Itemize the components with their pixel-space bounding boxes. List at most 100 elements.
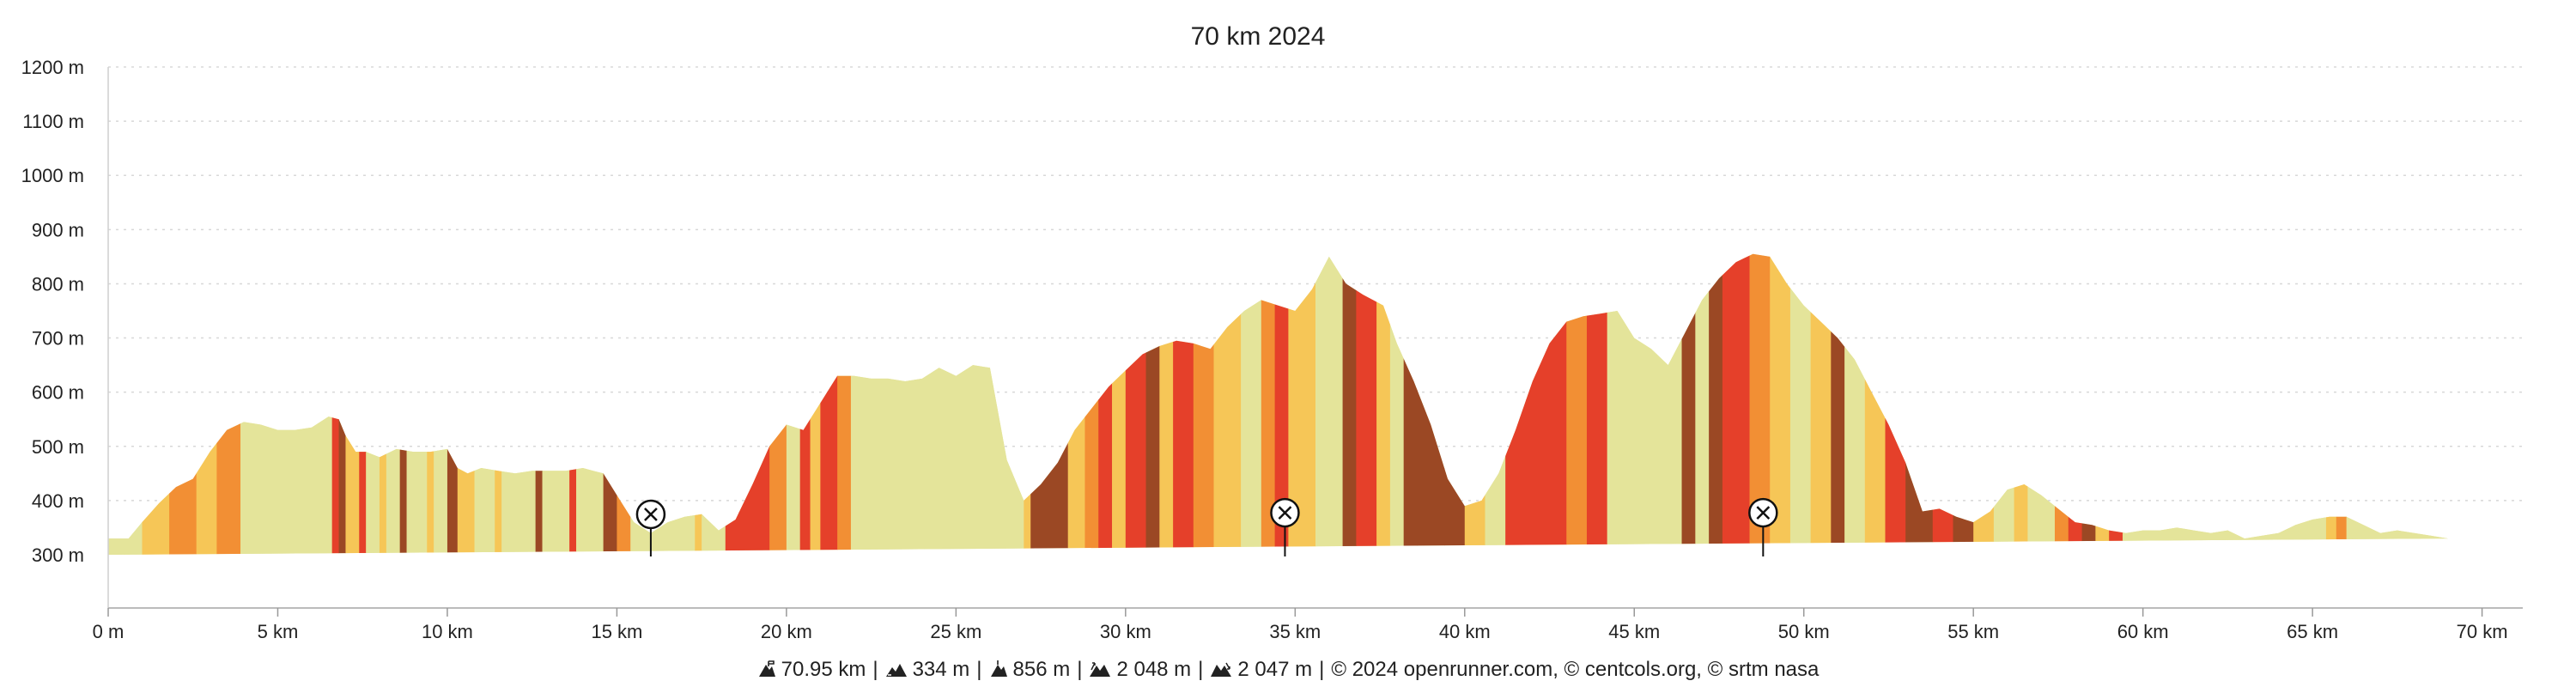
slope-band — [1749, 253, 1771, 555]
slope-band — [2095, 253, 2110, 555]
slope-band — [169, 253, 197, 555]
slope-band — [1389, 253, 1405, 555]
slope-band — [542, 253, 570, 555]
x-tick-label: 65 km — [2287, 621, 2338, 642]
footer-descent: 2 047 m — [1237, 658, 1313, 681]
slope-band — [501, 253, 537, 555]
descent-icon — [1210, 660, 1232, 684]
slope-band — [630, 253, 696, 555]
x-tick-label: 25 km — [930, 621, 981, 642]
x-tick-label: 50 km — [1778, 621, 1830, 642]
slope-band — [1173, 253, 1194, 555]
y-tick-label: 500 m — [32, 436, 84, 458]
y-tick-label: 600 m — [32, 382, 84, 404]
slope-band — [2054, 253, 2069, 555]
footer-ascent: 2 048 m — [1116, 658, 1192, 681]
slope-band — [1024, 253, 1031, 555]
slope-band — [1125, 253, 1146, 555]
slope-band — [569, 253, 577, 555]
footer-credits: © 2024 openrunner.com, © centcols.org, ©… — [1331, 658, 1820, 681]
elevation-profile — [108, 253, 2449, 555]
x-tick-label: 60 km — [2117, 621, 2169, 642]
y-tick-label: 1100 m — [22, 111, 84, 132]
x-tick-label: 5 km — [258, 621, 299, 642]
x-tick-label: 70 km — [2457, 621, 2508, 642]
slope-band — [1953, 253, 1974, 555]
slope-band — [535, 253, 543, 555]
slope-band — [1681, 253, 1696, 555]
x-tick-label: 35 km — [1269, 621, 1321, 642]
slope-band — [769, 253, 787, 555]
slope-band — [1356, 253, 1377, 555]
slope-band — [837, 253, 852, 555]
footer-min-altitude: 334 m — [912, 658, 970, 681]
slope-band — [338, 253, 346, 555]
x-tick-label: 0 m — [93, 621, 125, 642]
slope-band — [1342, 253, 1357, 555]
footer-max-altitude: 856 m — [1012, 658, 1071, 681]
slope-band — [1193, 253, 1214, 555]
min-altitude-icon — [885, 660, 908, 684]
slope-band — [1695, 253, 1710, 555]
slope-band — [603, 253, 617, 555]
slope-band — [1932, 253, 1953, 555]
slope-band — [2122, 253, 2327, 555]
slope-band — [2325, 253, 2337, 555]
slope-band — [1831, 253, 1845, 555]
waypoint-marker — [1748, 497, 1778, 556]
slope-band — [1084, 253, 1099, 555]
y-tick-label: 1000 m — [21, 165, 84, 186]
waypoint-marker — [635, 499, 666, 556]
slope-band — [1722, 253, 1750, 555]
slope-band — [1403, 253, 1418, 555]
slope-band — [810, 253, 821, 555]
slope-band — [427, 253, 434, 555]
slope-band — [1376, 253, 1391, 555]
slope-band — [2081, 253, 2096, 555]
slope-band — [379, 253, 387, 555]
slope-band — [1607, 253, 1682, 555]
slope-band — [1566, 253, 1588, 555]
slope-band — [216, 253, 241, 555]
y-tick-label: 800 m — [32, 273, 84, 295]
slope-band — [1505, 253, 1527, 555]
slope-band — [820, 253, 838, 555]
slope-band — [434, 253, 448, 555]
cutlery-icon — [1278, 506, 1292, 520]
slope-band — [2109, 253, 2123, 555]
slope-band — [474, 253, 495, 555]
cutlery-icon — [1756, 506, 1771, 520]
slope-band — [331, 253, 339, 555]
slope-band — [1525, 253, 1567, 555]
x-tick-label: 30 km — [1100, 621, 1151, 642]
slope-band — [1709, 253, 1723, 555]
slope-band — [2068, 253, 2082, 555]
slope-band — [399, 253, 407, 555]
slope-band — [386, 253, 401, 555]
slope-band — [1485, 253, 1506, 555]
slope-band — [1213, 253, 1242, 555]
slope-band — [576, 253, 605, 555]
slope-band — [1844, 253, 1866, 555]
distance-icon — [757, 660, 776, 684]
slope-band — [1993, 253, 2014, 555]
slope-band — [1444, 253, 1466, 555]
slope-band — [1030, 253, 1069, 555]
slope-band — [447, 253, 459, 555]
slope-band — [1464, 253, 1485, 555]
slope-band — [2346, 253, 2449, 555]
waypoint-markers — [635, 497, 1778, 556]
slope-band — [1288, 253, 1316, 555]
slope-band — [1905, 253, 1934, 555]
slope-band — [1973, 253, 1995, 555]
slope-band — [1112, 253, 1127, 555]
footer-distance: 70.95 km — [781, 658, 866, 681]
slope-band — [1315, 253, 1343, 555]
slope-band — [495, 253, 502, 555]
slope-band — [240, 253, 333, 555]
slope-band — [702, 253, 726, 555]
slope-band — [1789, 253, 1812, 555]
slope-band — [2336, 253, 2348, 555]
slope-band — [1159, 253, 1174, 555]
